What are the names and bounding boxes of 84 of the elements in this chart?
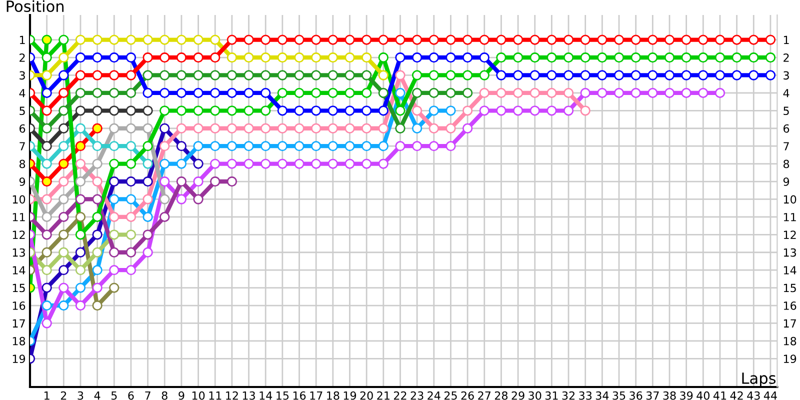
x-tick-label: 24 [428,391,440,400]
y-tick-label: 12 [12,230,25,239]
x-tick-label: 25 [444,391,457,400]
x-tick-label: 4 [94,392,100,400]
y-tick-label: 11 [12,213,25,222]
x-axis-title: Laps [742,372,776,387]
x-tick-label: 5 [111,392,117,400]
y-tick-label: 4 [19,89,26,98]
x-tick-label: 16 [293,391,306,400]
y-tick-label: 8 [20,160,26,168]
y-tick-label: 16 [12,301,26,310]
x-tick-label: 28 [494,391,508,400]
x-tick-label: 33 [579,391,592,400]
x-tick-label: 42 [730,391,743,400]
x-tick-label: 32 [562,391,574,400]
y2-tick-label: 2 [784,53,789,62]
x-tick-label: 38 [663,391,676,400]
y-tick-label: 18 [12,336,26,346]
y-tick-label: 15 [12,284,25,292]
y-tick-label: 7 [20,142,25,150]
x-tick-label: 10 [192,391,205,400]
x-tick-label: 18 [327,391,340,400]
y2-tick-label: 18 [784,336,796,346]
x-tick-label: 23 [410,391,424,400]
y2-tick-label: 8 [784,160,790,168]
y2-tick-label: 9 [783,177,790,186]
y2-tick-label: 6 [784,124,790,133]
y2-tick-label: 3 [784,71,789,80]
x-tick-label: 7 [145,392,150,400]
x-tick-label: 29 [512,391,524,400]
y-tick-label: 19 [12,354,26,364]
x-tick-label: 3 [78,391,84,400]
x-tick-label: 19 [344,391,356,400]
y-tick-label: 5 [20,106,25,116]
y2-tick-label: 4 [783,89,790,98]
y-tick-label: 2 [20,53,25,62]
x-tick-label: 40 [696,391,710,400]
x-tick-label: 14 [260,392,272,400]
x-tick-label: 13 [242,391,255,400]
y-tick-label: 1 [20,36,25,44]
x-tick-label: 22 [394,391,406,400]
y-tick-label: 6 [20,124,26,133]
y2-tick-label: 10 [784,195,796,204]
x-tick-label: 35 [612,391,626,400]
x-tick-label: 27 [478,391,490,400]
x-tick-label: 8 [162,391,168,400]
x-tick-label: 26 [461,391,474,400]
y-tick-label: 10 [12,195,26,204]
x-tick-label: 30 [528,391,542,400]
y-tick-label: 9 [19,177,26,186]
x-tick-label: 39 [680,391,693,400]
x-tick-label: 37 [646,391,659,400]
y-axis-title: Position [6,0,64,12]
x-tick-label: 11 [209,392,222,400]
x-tick-label: 1 [44,392,50,400]
y-tick-label: 14 [12,266,26,274]
x-tick-label: 31 [545,391,558,400]
y2-tick-label: 1 [784,36,789,44]
y-tick-label: 13 [12,248,25,257]
x-tick-label: 2 [60,391,66,400]
x-tick-label: 44 [764,392,777,400]
y2-tick-label: 15 [784,284,796,292]
x-tick-label: 43 [747,391,760,400]
y2-tick-label: 7 [784,142,789,150]
y-tick-label: 3 [20,71,25,80]
y2-tick-label: 13 [784,248,796,257]
x-tick-label: 15 [276,392,289,400]
x-tick-label: 12 [226,391,238,400]
x-tick-label: 9 [178,391,184,400]
y2-tick-label: 16 [784,301,796,310]
y2-tick-label: 14 [784,266,796,274]
y2-tick-label: 17 [784,319,796,328]
x-tick-label: 17 [310,392,322,400]
x-tick-label: 20 [360,391,373,400]
x-tick-label: 21 [377,391,390,400]
y2-tick-label: 12 [784,230,796,239]
x-tick-label: 34 [596,391,609,400]
y2-tick-label: 5 [784,106,789,116]
x-tick-label: 41 [713,392,726,400]
y-tick-label: 17 [12,319,25,328]
x-tick-label: 6 [128,391,134,400]
y2-tick-label: 19 [784,354,796,364]
y2-tick-label: 11 [784,213,796,222]
x-tick-label: 36 [630,391,642,400]
